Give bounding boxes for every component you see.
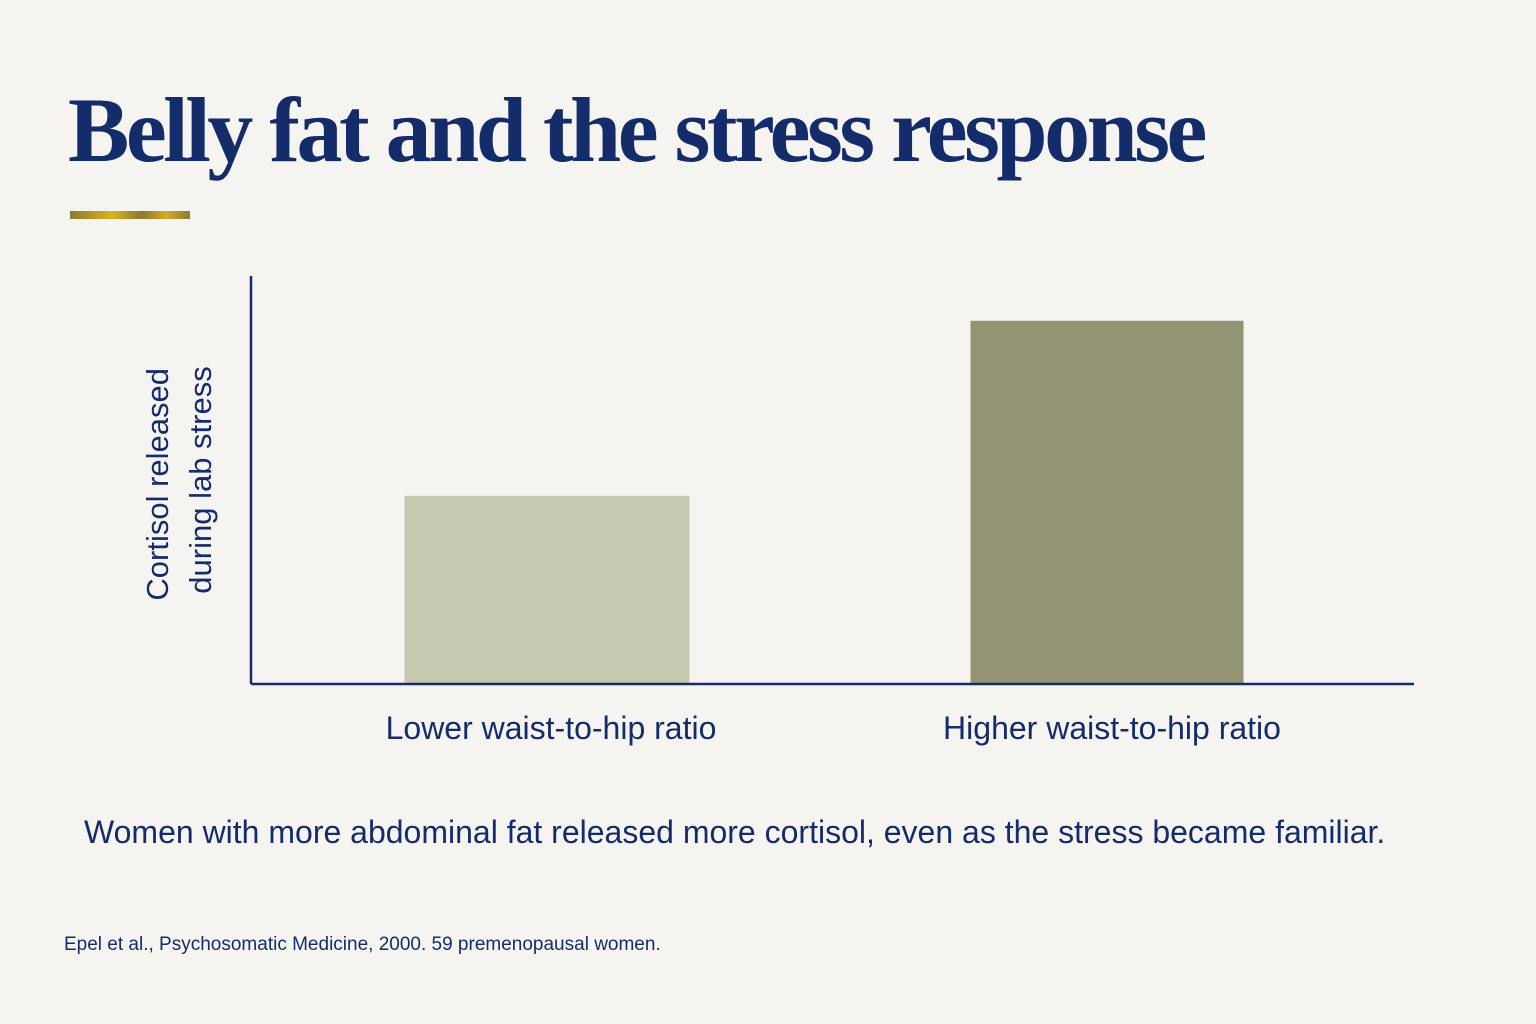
y-axis-label-line-2: during lab stress xyxy=(183,366,218,593)
chart-caption: Women with more abdominal fat released m… xyxy=(84,814,1386,850)
bar-group xyxy=(404,320,1244,683)
x-tick-label-higher-ratio: Higher waist-to-hip ratio xyxy=(943,710,1281,746)
x-tick-labels: Lower waist-to-hip ratio Higher waist-to-… xyxy=(386,710,1281,746)
source-citation: Epel et al., Psychosomatic Medicine, 200… xyxy=(64,934,661,955)
title-accent-rule xyxy=(70,211,190,219)
y-axis-label-line-1: Cortisol released xyxy=(140,368,175,601)
bar-higher-ratio xyxy=(970,320,1244,683)
x-tick-label-lower-ratio: Lower waist-to-hip ratio xyxy=(386,710,717,746)
y-axis-label: Cortisol released during lab stress xyxy=(140,359,218,600)
chart-title: Belly fat and the stress response xyxy=(68,79,1207,181)
bar-lower-ratio xyxy=(404,495,690,683)
